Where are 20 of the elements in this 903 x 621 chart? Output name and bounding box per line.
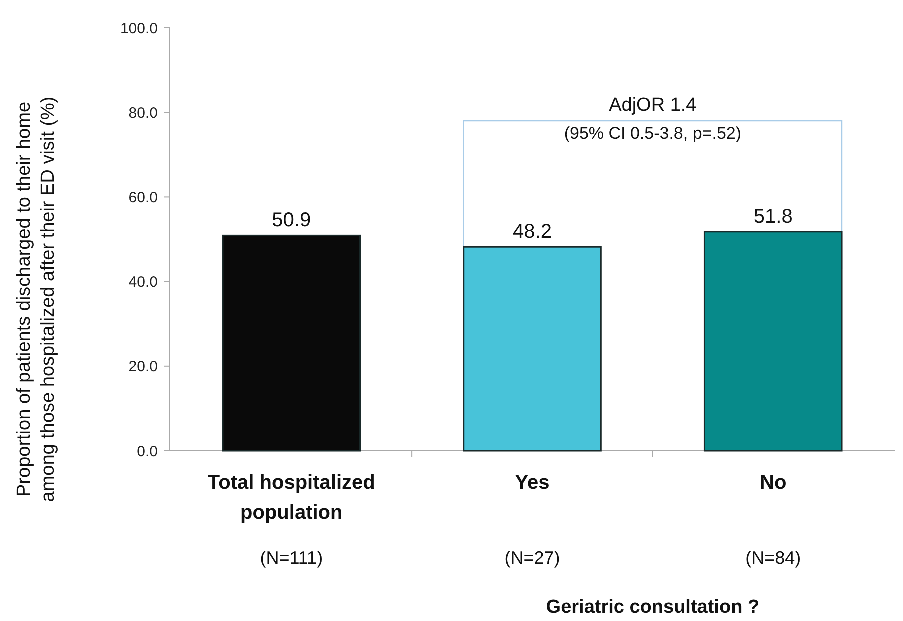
x-tick-label: Yes <box>515 472 550 494</box>
y-tick-label: 80.0 <box>128 104 158 122</box>
data-label: 50.9 <box>272 210 312 232</box>
annotation: AdjOR 1.4 <box>609 95 698 116</box>
data-label: 48.2 <box>513 221 552 244</box>
data-label: 51.8 <box>754 206 793 228</box>
x-tick-label: Total hospitalized population <box>208 472 376 524</box>
y-tick-label: 20.0 <box>128 358 158 376</box>
x-tick-label: No <box>760 472 787 494</box>
y-tick-label: 40.0 <box>128 274 158 292</box>
y-axis-title: Proportion of patients discharged to their home among those hospitalized after their ED visit (%) <box>14 96 59 502</box>
y-tick-label: 60.0 <box>128 189 158 206</box>
text: (N=84) <box>746 548 802 568</box>
annotation: (95% CI 0.5-3.8, p=.52) <box>564 124 742 144</box>
y-tick-label: 0.0 <box>137 443 158 460</box>
bar <box>222 234 362 452</box>
y-tick-label: 100.0 <box>120 20 158 38</box>
text: (N=111) <box>260 548 324 568</box>
text: (N=27) <box>504 548 560 568</box>
x-axis-title: Geriatric consultation ? <box>546 597 760 618</box>
